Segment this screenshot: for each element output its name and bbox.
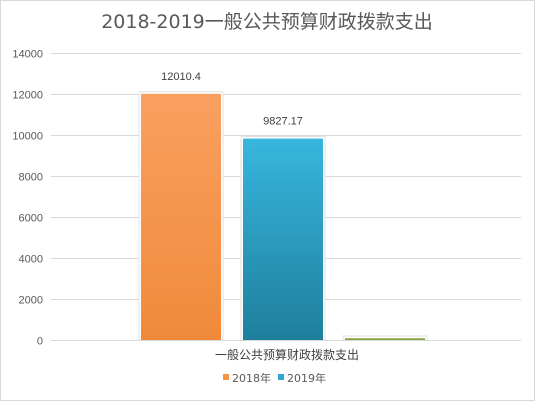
bar-2018年 [141,93,221,340]
y-tick-label: 6000 [19,213,43,225]
y-tick-label: 0 [37,336,43,348]
bar-series-3 [345,338,425,340]
data-labels: 12010.4 9827.17 [161,71,303,128]
y-tick-label: 8000 [19,172,43,184]
y-axis-ticks: 0 2000 4000 6000 8000 10000 12000 14000 [12,49,43,348]
legend-swatch [223,374,229,380]
y-tick-label: 14000 [12,49,43,61]
chart-title: 2018-2019一般公共预算财政拨款支出 [101,11,433,33]
legend-label: 2019年 [287,371,326,385]
y-tick-label: 12000 [12,90,43,102]
legend: 2018年 2019年 [223,371,326,385]
legend-swatch [278,374,284,380]
legend-label: 2018年 [232,371,271,385]
y-tick-label: 2000 [19,295,43,307]
bars [138,91,428,341]
y-tick-label: 4000 [19,254,43,266]
data-label: 12010.4 [161,71,201,83]
x-category-label: 一般公共预算财政拨款支出 [215,347,359,362]
data-label: 9827.17 [263,116,303,128]
y-tick-label: 10000 [12,131,43,143]
bar-2019年 [243,138,323,340]
